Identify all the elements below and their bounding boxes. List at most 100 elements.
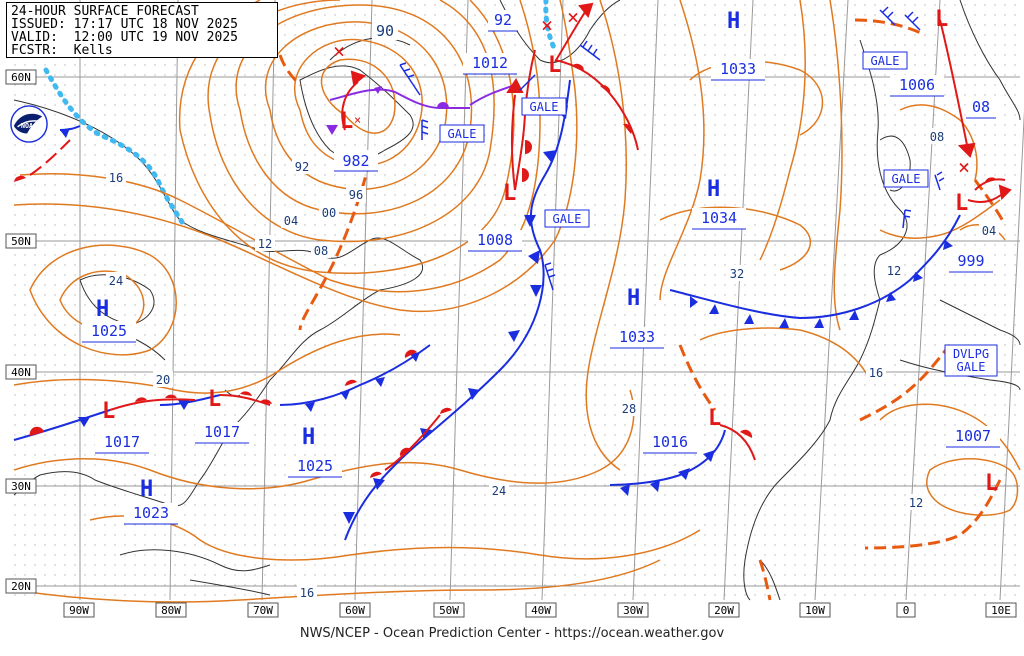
svg-text:30N: 30N: [11, 480, 31, 493]
low-marker: L: [503, 181, 516, 206]
wind-barbs: [399, 6, 945, 291]
pressure-label: 1007: [946, 426, 1000, 448]
pressure-label: 1008: [468, 230, 522, 252]
isobar-label: 92: [292, 158, 312, 174]
lon-label: 60W: [339, 602, 371, 618]
warning-label: GALE: [871, 54, 900, 68]
low-marker: L: [955, 191, 968, 216]
pressure-label: 1017: [195, 422, 249, 444]
pressure-center-markers: L × L L L L L L L L × × × × H H H H H H: [96, 5, 998, 502]
pressure-label-text: 1017: [104, 433, 140, 451]
gale-warning: GALE: [521, 97, 567, 116]
noaa-logo-icon: NOAA: [10, 105, 48, 143]
isobar-label: 12: [884, 262, 904, 278]
x-mark: ×: [567, 5, 579, 29]
isobar-label: 16: [106, 169, 126, 185]
svg-text:50N: 50N: [11, 235, 31, 248]
lon-label: 80W: [155, 602, 187, 618]
lon-label: 50W: [433, 602, 465, 618]
lon-label: 90W: [63, 602, 95, 618]
isobar-label: 90: [372, 20, 398, 40]
storm-tracks: [341, 2, 1012, 203]
warning-label: GALE: [892, 172, 921, 186]
pressure-label-text: 982: [342, 152, 369, 170]
valid-line: VALID: 12:00 UTC 19 NOV 2025: [11, 30, 238, 45]
svg-text:08: 08: [930, 130, 944, 144]
isobar-label: 24: [489, 482, 509, 498]
troughs: [278, 18, 1007, 601]
pressure-label: 1017: [95, 432, 149, 454]
pressure-label: 1012: [463, 53, 517, 75]
svg-text:16: 16: [109, 171, 123, 185]
low-marker: L: [935, 7, 948, 32]
isobar-label: 20: [153, 371, 173, 387]
stationary-front: [29, 139, 71, 176]
svg-text:08: 08: [314, 244, 328, 258]
lat-label: 30N: [5, 478, 37, 494]
pressure-label: 1016: [643, 432, 697, 454]
svg-text:92: 92: [295, 160, 309, 174]
cold-front-triangles: [60, 105, 953, 524]
isobar-label: 28: [619, 400, 639, 416]
svg-text:24: 24: [109, 274, 123, 288]
isobar-label: 04: [281, 212, 301, 228]
pressure-label-text: 1025: [91, 322, 127, 340]
pressure-label-text: 1007: [955, 427, 991, 445]
lon-label: 30W: [617, 602, 649, 618]
low-marker: L: [985, 471, 998, 496]
lon-label: 40W: [525, 602, 557, 618]
low-marker: L: [208, 387, 221, 412]
isobar-label: 04: [979, 222, 999, 238]
svg-text:0: 0: [903, 604, 910, 617]
pressure-label: 1025: [288, 456, 342, 478]
isobar-label: 16: [866, 364, 886, 380]
occluded-front: [326, 84, 516, 135]
pressure-label-text: 999: [957, 252, 984, 270]
high-marker: H: [627, 286, 640, 311]
longitude-labels: 90W 80W 70W 60W 50W 40W 30W 20W 10W 0 10…: [63, 602, 1017, 618]
svg-text:50W: 50W: [439, 604, 459, 617]
pressure-label-text: 92: [494, 11, 512, 29]
pressure-label: 1034: [692, 208, 746, 230]
gale-warning: GALE: [862, 51, 908, 70]
footer-credit: NWS/NCEP - Ocean Prediction Center - htt…: [299, 626, 725, 641]
forecaster-line: FCSTR: Kells: [11, 43, 113, 58]
pressure-label: 92: [488, 10, 518, 32]
warning-label: GALE: [957, 360, 986, 374]
lon-label: 10W: [799, 602, 831, 618]
svg-text:16: 16: [300, 586, 314, 600]
pressure-label-text: 1033: [619, 328, 655, 346]
warning-label: DVLPG: [953, 347, 989, 361]
pressure-label: 1025: [82, 321, 136, 343]
pressure-label-text: 1008: [477, 231, 513, 249]
pressure-label: 982: [334, 150, 378, 172]
pressure-label: 999: [949, 251, 993, 273]
svg-text:00: 00: [322, 206, 336, 220]
pressure-labels: 982 1012 92 1008 1006 08 999 1017 1017 1…: [82, 10, 1000, 525]
low-marker: L: [340, 109, 353, 134]
pressure-label-text: 08: [972, 98, 990, 116]
svg-text:20: 20: [156, 373, 170, 387]
high-marker: H: [96, 297, 109, 322]
issued-line: ISSUED: 17:17 UTC 18 NOV 2025: [11, 17, 238, 32]
x-mark: ×: [354, 113, 361, 127]
isobar-label: 32: [727, 265, 747, 281]
pressure-label-text: 1034: [701, 209, 737, 227]
pressure-label-text: 1025: [297, 457, 333, 475]
warm-front-semicircles: [14, 63, 997, 478]
lon-label: 70W: [247, 602, 279, 618]
isobar-label: 00: [319, 204, 339, 220]
svg-text:NOAA: NOAA: [21, 122, 37, 130]
pressure-label: 1006: [890, 75, 944, 97]
svg-text:04: 04: [284, 214, 298, 228]
pressure-label: 1033: [610, 327, 664, 349]
pressure-label-text: 1012: [472, 54, 508, 72]
svg-text:90: 90: [376, 22, 394, 40]
pressure-label-text: 1016: [652, 433, 688, 451]
svg-text:30W: 30W: [623, 604, 643, 617]
warning-label: GALE: [530, 100, 559, 114]
svg-text:10W: 10W: [805, 604, 825, 617]
pressure-label-text: 1023: [133, 504, 169, 522]
